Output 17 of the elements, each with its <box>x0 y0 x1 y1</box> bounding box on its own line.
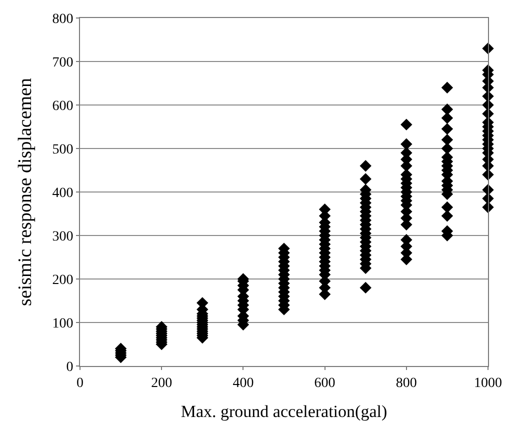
x-tick-label: 800 <box>396 376 417 391</box>
y-tick-label: 300 <box>52 229 74 244</box>
y-axis-title: seismic response displacemen <box>15 78 36 306</box>
x-axis-title: Max. ground acceleration(gal) <box>180 402 388 422</box>
y-tick-label: 400 <box>52 186 74 201</box>
x-tick-label: 600 <box>314 376 336 391</box>
y-tick-label: 500 <box>52 142 74 158</box>
y-tick-label: 200 <box>52 272 74 288</box>
y-tick-label: 100 <box>52 316 74 332</box>
x-tick-label: 200 <box>151 376 172 391</box>
y-tick-label: 700 <box>52 55 74 70</box>
x-tick-label: 0 <box>76 376 84 391</box>
x-tick-label: 400 <box>232 376 254 391</box>
y-tick-label: 800 <box>52 12 74 27</box>
x-tick-label: 1000 <box>474 376 502 391</box>
y-tick-label: 600 <box>52 98 74 114</box>
y-tick-label: 0 <box>66 360 74 375</box>
